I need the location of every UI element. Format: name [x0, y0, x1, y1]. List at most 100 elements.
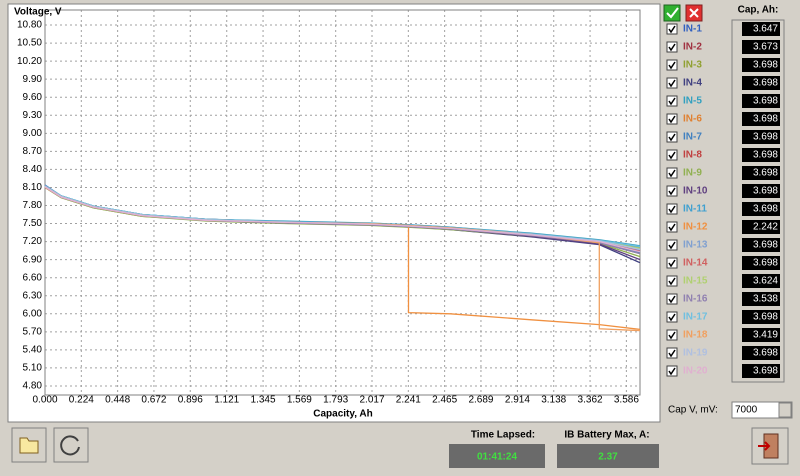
cap-value: 3.647	[753, 24, 778, 35]
cap-value: 3.698	[753, 114, 778, 125]
series-checkbox[interactable]	[666, 275, 678, 287]
folder-icon	[19, 437, 39, 454]
series-line	[44, 186, 641, 253]
cap-cell	[742, 274, 780, 288]
current-label: IB Battery Max, A:	[564, 430, 649, 441]
y-tick-label: 8.10	[23, 182, 43, 193]
x-tick-label: 3.586	[614, 395, 639, 406]
cap-box	[731, 19, 785, 383]
checkmark	[668, 25, 676, 34]
cap-value: 3.673	[753, 42, 778, 53]
cap-cell	[742, 346, 780, 360]
legend-label: IN-20	[683, 366, 708, 377]
series-checkbox[interactable]	[666, 347, 678, 359]
spin-button[interactable]	[778, 402, 792, 418]
checkmark	[668, 259, 676, 268]
x-tick-label: 1.793	[323, 395, 348, 406]
cap-value: 3.419	[753, 330, 778, 341]
cap-value: 3.698	[753, 186, 778, 197]
y-tick-label: 7.20	[23, 236, 43, 247]
checkmark	[668, 241, 676, 250]
series-checkbox[interactable]	[666, 257, 678, 269]
legend-label: IN-9	[683, 168, 702, 179]
legend-label: IN-14	[683, 258, 708, 269]
cap-cell	[742, 310, 780, 324]
checkmark	[668, 349, 676, 358]
y-axis-title: Voltage, V	[14, 7, 62, 18]
series-checkbox[interactable]	[666, 149, 678, 161]
x-tick-label: 0.896	[178, 395, 203, 406]
series-checkbox[interactable]	[666, 239, 678, 251]
refresh-icon	[60, 435, 80, 456]
cap-cell	[742, 40, 780, 54]
series-checkbox[interactable]	[666, 131, 678, 143]
cap-cell	[742, 328, 780, 342]
x-tick-label: 0.224	[69, 395, 94, 406]
cap-cell	[742, 58, 780, 72]
cap-cell	[742, 130, 780, 144]
cap-value: 3.698	[753, 168, 778, 179]
legend-label: IN-3	[683, 60, 702, 71]
y-tick-label: 5.40	[23, 345, 43, 356]
y-tick-label: 9.30	[23, 110, 43, 121]
plot: 4.80 5.10 5.40 5.70 6.00 6.30 6.60 6.90 7.20 7.50…	[17, 9, 641, 406]
current-box	[557, 444, 659, 468]
cap-cell	[742, 148, 780, 162]
legend: IN-1 3.647 IN-2 3.673 IN-3 3.698 IN-4 3.698 IN-5…	[666, 22, 780, 378]
series-checkbox[interactable]	[666, 329, 678, 341]
checkmark	[668, 151, 676, 160]
cap-value: 3.698	[753, 78, 778, 89]
legend-label: IN-2	[683, 42, 702, 53]
series-checkbox[interactable]	[666, 77, 678, 89]
series-checkbox[interactable]	[666, 203, 678, 215]
series-checkbox[interactable]	[666, 167, 678, 179]
time-box	[449, 444, 545, 468]
cap-v-label: Cap V, mV:	[668, 405, 718, 416]
series-checkbox[interactable]	[666, 185, 678, 197]
legend-label: IN-5	[683, 96, 702, 107]
x-tick-label: 2.914	[505, 395, 530, 406]
cap-cell	[742, 256, 780, 270]
series-checkbox[interactable]	[666, 365, 678, 377]
cap-v-value: 7000	[735, 405, 758, 416]
y-tick-label: 5.10	[23, 363, 43, 374]
series-checkbox[interactable]	[666, 311, 678, 323]
refresh-button[interactable]	[53, 427, 89, 463]
legend-label: IN-1	[683, 24, 702, 35]
y-tick-label: 6.60	[23, 272, 43, 283]
series-checkbox[interactable]	[666, 221, 678, 233]
legend-label: IN-4	[683, 78, 702, 89]
cap-value: 3.698	[753, 312, 778, 323]
series-checkbox[interactable]	[666, 23, 678, 35]
time-label: Time Lapsed:	[471, 430, 535, 441]
x-tick-label: 1.569	[287, 395, 312, 406]
cap-cell	[742, 166, 780, 180]
exit-arrow	[758, 441, 771, 451]
y-tick-label: 7.80	[23, 200, 43, 211]
cap-cell	[742, 364, 780, 378]
x-tick-label: 0.000	[32, 395, 57, 406]
cap-v-input[interactable]	[731, 401, 793, 419]
series-checkbox[interactable]	[666, 41, 678, 53]
checkmark	[668, 295, 676, 304]
checkmark	[668, 169, 676, 178]
cap-cell	[742, 292, 780, 306]
checkmark	[668, 187, 676, 196]
cap-value: 3.698	[753, 366, 778, 377]
series-checkbox[interactable]	[666, 59, 678, 71]
legend-label: IN-8	[683, 150, 702, 161]
check-all-button[interactable]	[663, 4, 681, 22]
cap-cell	[742, 220, 780, 234]
x-tick-label: 2.017	[359, 395, 384, 406]
series-checkbox[interactable]	[666, 113, 678, 125]
cap-value: 3.698	[753, 96, 778, 107]
cap-cell	[742, 94, 780, 108]
x-icon	[689, 8, 699, 18]
legend-label: IN-16	[683, 294, 708, 305]
checkmark	[668, 79, 676, 88]
y-tick-label: 9.60	[23, 92, 43, 103]
series-checkbox[interactable]	[666, 95, 678, 107]
series-checkbox[interactable]	[666, 293, 678, 305]
y-tick-label: 9.00	[23, 128, 43, 139]
